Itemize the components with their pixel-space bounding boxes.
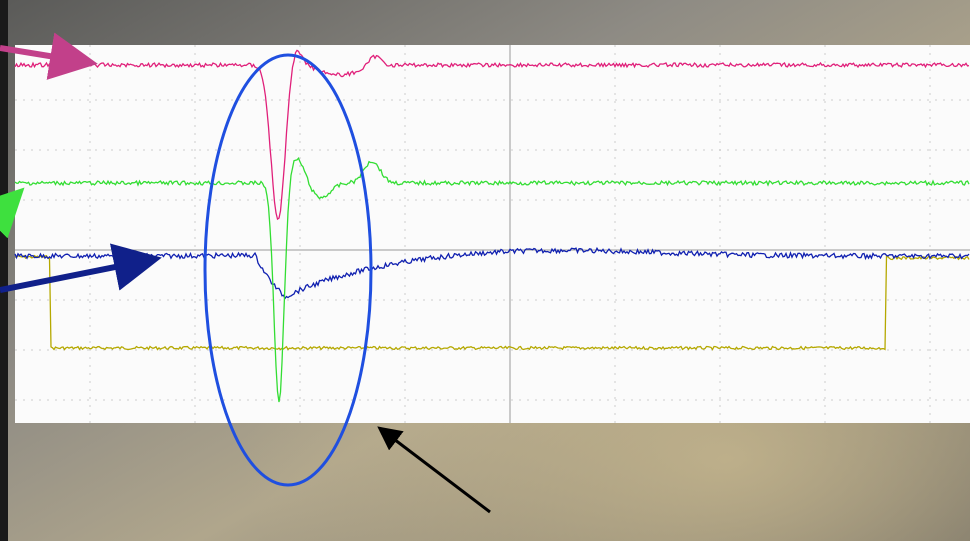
scope-screen xyxy=(15,45,970,423)
left-edge xyxy=(0,0,8,541)
